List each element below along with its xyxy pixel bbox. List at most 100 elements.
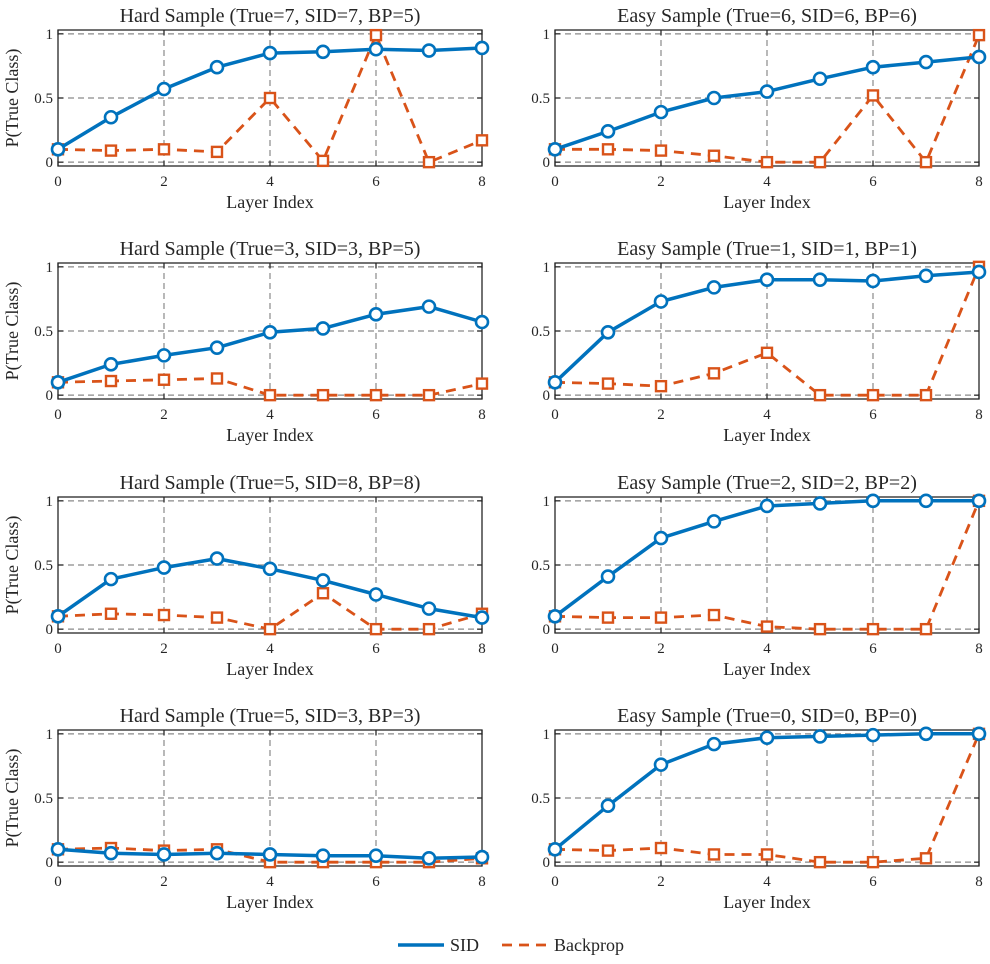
y-tick-label: 0.5 [34,91,53,107]
sid-point [547,842,563,857]
sid-point [547,375,563,390]
backprop-point [760,848,774,861]
sid-point [421,851,437,866]
subplot-title: Hard Sample (True=5, SID=8, BP=8) [120,472,421,494]
y-tick-label: 0 [543,855,551,871]
backprop-point [813,855,827,869]
subplot-2: 0 2 4 6 8 0 0.5 1 Easy Sample (True=6, SID=6, BP… [531,5,987,212]
backprop-point [369,388,383,402]
backprop-point [866,855,880,869]
sid-point [600,324,616,340]
subplot-6: 0 2 4 6 8 0 0.5 1 Easy Sample (True=2, SID=2, BP… [531,472,987,679]
y-tick-label: 0 [46,622,54,638]
sid-point [50,842,66,857]
legend-label-sid: SID [450,935,479,955]
sid-point [971,264,987,280]
legend: SID Backprop [398,935,624,955]
sid-point [759,272,775,287]
sid-point [421,43,437,58]
sid-point [103,109,119,125]
backprop-point [601,377,615,390]
backprop-point [813,388,827,402]
x-tick-label: 4 [266,174,274,190]
subplot-4: 0 2 4 6 8 0 0.5 1 Easy Sample (True=1, SID=1, BP… [531,238,987,445]
sid-point [812,729,828,744]
backprop-point [654,611,668,624]
grid [555,497,979,633]
backprop-point [707,149,721,162]
backprop-point [157,143,171,156]
y-tick-label: 0 [543,155,551,171]
x-tick-label: 6 [869,874,877,890]
sid-point [262,45,278,61]
x-tick-label: 2 [657,174,665,190]
backprop-point [263,388,277,402]
sid-point [706,514,722,529]
sid-point [653,530,669,546]
sid-point [368,587,384,602]
x-tick-label: 0 [551,874,559,890]
y-tick-label: 0.5 [34,791,53,807]
y-tick-label: 1 [46,260,54,276]
x-axis-label: Layer Index [723,659,810,679]
x-tick-label: 2 [160,407,168,423]
y-axis-label: P(True Class) [2,749,23,848]
backprop-point [263,91,277,105]
x-tick-label: 2 [657,407,665,423]
series-sid [547,493,987,624]
series-sid [547,49,987,157]
x-tick-label: 0 [54,407,62,423]
x-tick-label: 6 [372,407,380,423]
x-tick-label: 8 [478,407,486,423]
x-tick-label: 2 [160,174,168,190]
sid-point [262,847,278,862]
y-tick-label: 0 [543,388,551,404]
series-sid [50,40,490,157]
series-backprop [548,28,986,169]
backprop-line [57,377,483,397]
sid-point [315,848,331,864]
y-tick-label: 1 [543,494,551,510]
series-backprop [51,372,489,402]
backprop-point [707,367,721,380]
legend-label-backprop: Backprop [554,935,624,955]
sid-point [315,321,331,336]
backprop-point [369,622,383,636]
x-tick-label: 6 [869,407,877,423]
backprop-point [210,145,224,159]
sid-point [918,493,934,509]
sid-point [103,357,119,372]
backprop-point [760,155,774,169]
sid-point [918,54,934,70]
sid-point [653,104,669,120]
backprop-point [601,611,615,624]
y-tick-label: 1 [543,260,551,276]
backprop-point [813,155,827,169]
sid-point [812,71,828,87]
x-tick-label: 4 [266,407,274,423]
sid-point [209,340,225,355]
legend-entry-sid: SID [398,935,479,955]
sid-point [262,561,278,577]
sid-point [812,272,828,287]
x-axis-label: Layer Index [723,425,810,445]
y-tick-label: 0 [46,855,54,871]
backprop-point [654,841,668,855]
sid-point [759,84,775,99]
backprop-point [157,373,171,386]
x-tick-label: 8 [975,641,983,657]
sid-point [156,847,172,862]
sid-point [421,601,437,616]
sid-point [759,730,775,745]
x-tick-label: 4 [763,641,771,657]
subplot-8: 0 2 4 6 8 0 0.5 1 Easy Sample (True=0, SID=0, BP… [531,705,987,912]
sid-point [474,314,490,330]
y-tick-label: 1 [46,27,54,43]
sid-point [103,845,119,861]
backprop-point [813,622,827,636]
sid-point [971,49,987,65]
backprop-point [601,143,615,156]
backprop-point [316,587,330,600]
sid-point [759,498,775,514]
x-tick-label: 6 [869,641,877,657]
